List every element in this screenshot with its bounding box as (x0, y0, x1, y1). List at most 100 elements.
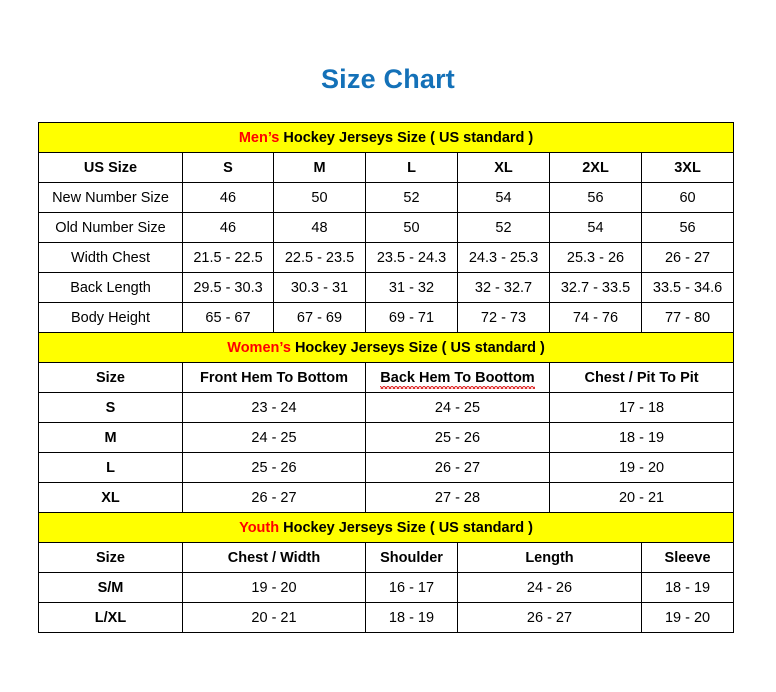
cell-mens-1-4: 54 (549, 212, 642, 243)
row-label-womens-0: S (38, 392, 183, 423)
cell-mens-2-1: 22.5 - 23.5 (273, 242, 366, 273)
cell-mens-2-0: 21.5 - 22.5 (182, 242, 274, 273)
cell-mens-2-3: 24.3 - 25.3 (457, 242, 550, 273)
col-head-youth-1: Chest / Width (182, 542, 366, 573)
table-row: Old Number Size 46 48 50 52 54 56 (38, 212, 735, 243)
col-head-mens-4: XL (457, 152, 550, 183)
col-head-youth-3: Length (457, 542, 642, 573)
row-label-youth-0: S/M (38, 572, 183, 603)
row-label-mens-1: Old Number Size (38, 212, 183, 243)
section-heading-womens: Women’s Hockey Jerseys Size ( US standar… (37, 332, 735, 363)
size-chart-table: Men’s Hockey Jerseys Size ( US standard … (37, 122, 735, 633)
cell-womens-2-0: 25 - 26 (182, 452, 366, 483)
col-head-mens-3: L (365, 152, 458, 183)
cell-womens-0-2: 17 - 18 (548, 392, 735, 423)
cell-womens-3-1: 27 - 28 (365, 482, 550, 513)
cell-youth-1-2: 26 - 27 (457, 602, 642, 633)
cell-youth-0-3: 18 - 19 (640, 572, 735, 603)
table-row: M 24 - 25 25 - 26 18 - 19 (38, 422, 735, 453)
cell-mens-4-5: 77 - 80 (640, 302, 735, 333)
cell-youth-0-1: 16 - 17 (365, 572, 458, 603)
table-row: Width Chest 21.5 - 22.5 22.5 - 23.5 23.5… (38, 242, 735, 273)
cell-youth-0-2: 24 - 26 (457, 572, 642, 603)
table-row: S/M 19 - 20 16 - 17 24 - 26 18 - 19 (38, 572, 735, 603)
cell-mens-2-2: 23.5 - 24.3 (365, 242, 458, 273)
cell-youth-1-1: 18 - 19 (365, 602, 458, 633)
section-heading-accent-womens: Women’s (227, 339, 291, 356)
table-row: XL 26 - 27 27 - 28 20 - 21 (38, 482, 735, 513)
section-header-row-womens: Women’s Hockey Jerseys Size ( US standar… (37, 332, 735, 363)
cell-mens-1-5: 56 (640, 212, 735, 243)
cell-mens-0-4: 56 (549, 182, 642, 213)
cell-youth-1-3: 19 - 20 (640, 602, 735, 633)
column-header-row-youth: Size Chest / Width Shoulder Length Sleev… (38, 542, 735, 573)
cell-mens-3-4: 32.7 - 33.5 (549, 272, 642, 303)
row-label-womens-3: XL (38, 482, 183, 513)
table-row: S 23 - 24 24 - 25 17 - 18 (38, 392, 735, 423)
col-head-mens-5: 2XL (549, 152, 642, 183)
row-label-youth-1: L/XL (38, 602, 183, 633)
row-label-womens-1: M (38, 422, 183, 453)
cell-mens-4-3: 72 - 73 (457, 302, 550, 333)
cell-mens-4-1: 67 - 69 (273, 302, 366, 333)
table-row: Body Height 65 - 67 67 - 69 69 - 71 72 -… (38, 302, 735, 333)
cell-mens-0-1: 50 (273, 182, 366, 213)
size-chart-body: Men’s Hockey Jerseys Size ( US standard … (37, 122, 735, 633)
section-heading-mens: Men’s Hockey Jerseys Size ( US standard … (37, 122, 735, 153)
cell-mens-3-3: 32 - 32.7 (457, 272, 550, 303)
cell-mens-4-2: 69 - 71 (365, 302, 458, 333)
cell-mens-1-2: 50 (365, 212, 458, 243)
cell-mens-0-0: 46 (182, 182, 274, 213)
cell-mens-4-4: 74 - 76 (549, 302, 642, 333)
cell-womens-2-1: 26 - 27 (365, 452, 550, 483)
table-row: L/XL 20 - 21 18 - 19 26 - 27 19 - 20 (38, 602, 735, 633)
cell-womens-0-1: 24 - 25 (365, 392, 550, 423)
col-head-mens-0: US Size (38, 152, 183, 183)
col-head-mens-2: M (273, 152, 366, 183)
table-row: Back Length 29.5 - 30.3 30.3 - 31 31 - 3… (38, 272, 735, 303)
section-header-row-mens: Men’s Hockey Jerseys Size ( US standard … (37, 122, 735, 153)
section-heading-youth: Youth Hockey Jerseys Size ( US standard … (37, 512, 735, 543)
column-header-row-mens: US Size S M L XL 2XL 3XL (38, 152, 735, 183)
table-row: New Number Size 46 50 52 54 56 60 (38, 182, 735, 213)
col-head-youth-4: Sleeve (640, 542, 735, 573)
col-head-womens-3: Chest / Pit To Pit (548, 362, 735, 393)
cell-womens-0-0: 23 - 24 (182, 392, 366, 423)
cell-youth-1-0: 20 - 21 (182, 602, 366, 633)
section-heading-rest-mens: Hockey Jerseys Size ( US standard ) (279, 129, 534, 146)
column-header-row-womens: Size Front Hem To Bottom Back Hem To Boo… (38, 362, 735, 393)
cell-mens-0-3: 54 (457, 182, 550, 213)
row-label-mens-2: Width Chest (38, 242, 183, 273)
cell-mens-4-0: 65 - 67 (182, 302, 274, 333)
section-heading-accent-mens: Men’s (238, 129, 280, 146)
row-label-mens-4: Body Height (38, 302, 183, 333)
section-heading-rest-womens: Hockey Jerseys Size ( US standard ) (290, 339, 545, 356)
size-chart-table-wrap: Men’s Hockey Jerseys Size ( US standard … (37, 122, 735, 633)
col-head-womens-2-text: Back Hem To Boottom (380, 369, 536, 389)
cell-mens-2-5: 26 - 27 (640, 242, 735, 273)
cell-womens-1-1: 25 - 26 (365, 422, 550, 453)
cell-womens-1-0: 24 - 25 (182, 422, 366, 453)
cell-youth-0-0: 19 - 20 (182, 572, 366, 603)
table-row: L 25 - 26 26 - 27 19 - 20 (38, 452, 735, 483)
cell-mens-3-2: 31 - 32 (365, 272, 458, 303)
cell-mens-3-0: 29.5 - 30.3 (182, 272, 274, 303)
cell-mens-1-0: 46 (182, 212, 274, 243)
section-header-row-youth: Youth Hockey Jerseys Size ( US standard … (37, 512, 735, 543)
col-head-mens-1: S (182, 152, 274, 183)
col-head-youth-0: Size (38, 542, 183, 573)
cell-womens-1-2: 18 - 19 (548, 422, 735, 453)
section-heading-rest-youth: Hockey Jerseys Size ( US standard ) (279, 519, 533, 536)
row-label-mens-3: Back Length (38, 272, 183, 303)
col-head-womens-2: Back Hem To Boottom (365, 362, 550, 393)
cell-mens-1-1: 48 (273, 212, 366, 243)
page-title: Size Chart (320, 64, 456, 94)
cell-mens-2-4: 25.3 - 26 (549, 242, 642, 273)
cell-mens-3-1: 30.3 - 31 (273, 272, 366, 303)
col-head-womens-0: Size (38, 362, 183, 393)
col-head-youth-2: Shoulder (365, 542, 458, 573)
row-label-womens-2: L (38, 452, 183, 483)
cell-womens-3-0: 26 - 27 (182, 482, 366, 513)
cell-mens-0-5: 60 (640, 182, 735, 213)
section-heading-accent-youth: Youth (239, 519, 280, 536)
